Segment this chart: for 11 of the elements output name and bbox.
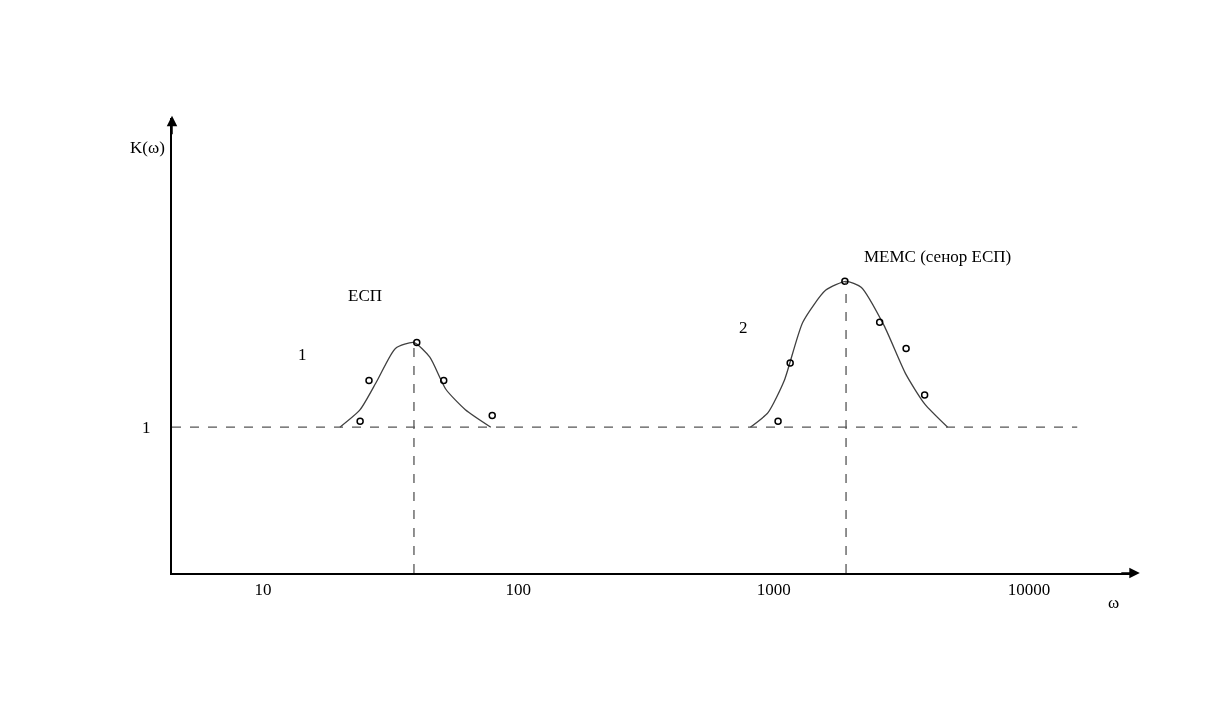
x-axis-title: ω <box>1108 593 1120 612</box>
text: K(ω) <box>130 138 165 157</box>
annotation: 1 <box>298 345 307 364</box>
annotation: 2 <box>739 318 748 337</box>
x-tick-label: 10000 <box>1007 580 1051 600</box>
x-tick-label: 10 <box>254 580 272 600</box>
text: МЕМС (сенор ЕСП) <box>864 247 1012 266</box>
x-tick-label: 1000 <box>756 580 791 600</box>
ref-line-label: 1 <box>142 418 151 437</box>
x-tick-label: 100 <box>505 580 532 600</box>
annotation: ЕСП <box>348 286 382 305</box>
